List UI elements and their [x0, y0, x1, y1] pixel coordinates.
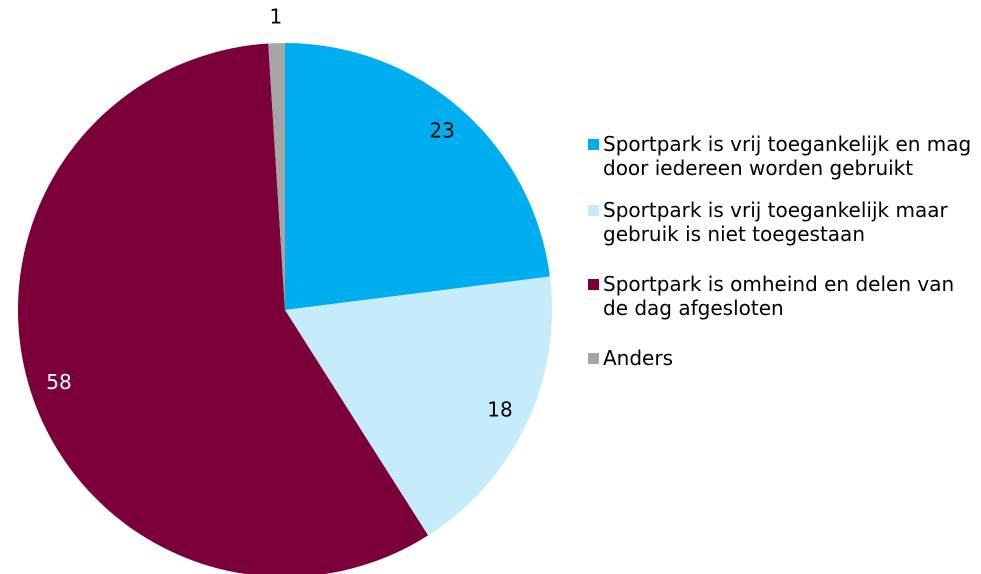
legend-item: Sportpark is vrij toegankelijk en mag do… [588, 132, 973, 180]
pie-slice [268, 43, 285, 310]
legend-label: Sportpark is omheind en delen van de dag… [603, 272, 955, 320]
legend-label: Sportpark is vrij toegankelijk maar gebr… [603, 198, 948, 246]
legend-item: Sportpark is vrij toegankelijk maar gebr… [588, 198, 973, 246]
legend-label: Anders [603, 346, 673, 370]
data-label: 1 [269, 5, 282, 29]
data-label: 18 [487, 398, 512, 422]
legend-label: Sportpark is vrij toegankelijk en mag do… [603, 132, 972, 180]
legend: Sportpark is vrij toegankelijk en mag do… [588, 132, 973, 370]
legend-swatch [588, 139, 599, 150]
pie-slice [285, 43, 550, 310]
legend-item: Sportpark is omheind en delen van de dag… [588, 272, 973, 320]
legend-swatch [588, 279, 599, 290]
data-label: 23 [429, 118, 454, 142]
legend-item: Anders [588, 346, 973, 370]
pie-slice [18, 43, 429, 574]
data-label: 58 [46, 370, 71, 394]
legend-swatch [588, 353, 599, 364]
pie-slice [285, 276, 553, 536]
legend-swatch [588, 205, 599, 216]
